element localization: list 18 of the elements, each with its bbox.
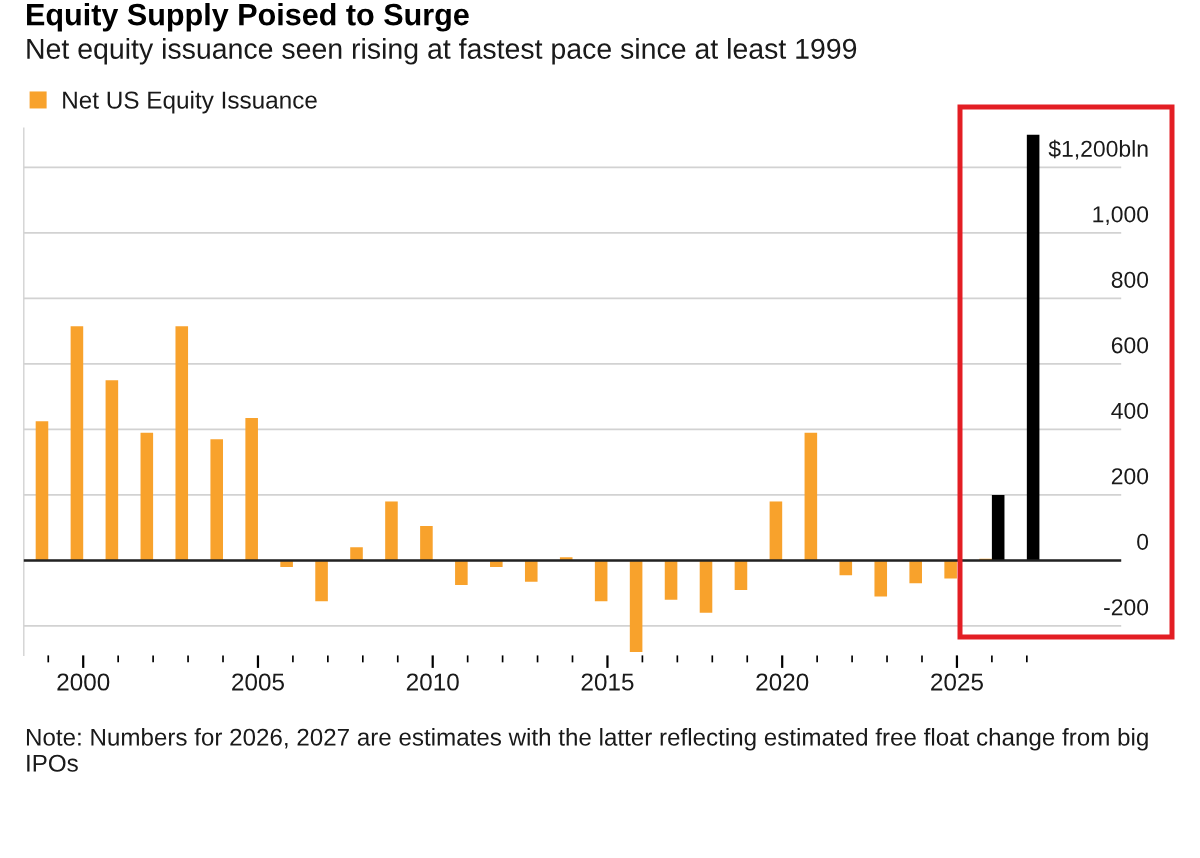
x-tick-label: 2010 — [406, 673, 459, 691]
x-tick-label: 2000 — [57, 673, 110, 691]
y-tick-label: 600 — [1111, 337, 1149, 354]
x-tick-label: 2020 — [756, 673, 809, 691]
y-tick-label: 800 — [1111, 271, 1149, 288]
y-tick-label: -200 — [1104, 599, 1149, 616]
x-tick-label: 2015 — [581, 673, 634, 691]
y-tick-label: 200 — [1111, 468, 1149, 485]
x-tick-label: 2025 — [931, 673, 983, 691]
x-tick-label: 2005 — [232, 673, 284, 691]
y-tick-label: 400 — [1111, 402, 1149, 419]
chart-subtitle: Net equity issuance seen rising at fastest pace since at least 1999 — [27, 38, 857, 65]
chart-title: Equity Supply Poised to Surge — [27, 3, 469, 32]
y-tick-label: 0 — [1137, 533, 1149, 550]
y-tick-label: $1,200bln — [1048, 139, 1148, 160]
legend-label: Net US Equity Issuance — [63, 90, 317, 114]
text: Note: Numbers for 2026, 2027 are estimates with the latter reflecting estimated free float change from big IPOs — [26, 728, 1148, 772]
y-tick-label: 1,000 — [1093, 206, 1149, 226]
